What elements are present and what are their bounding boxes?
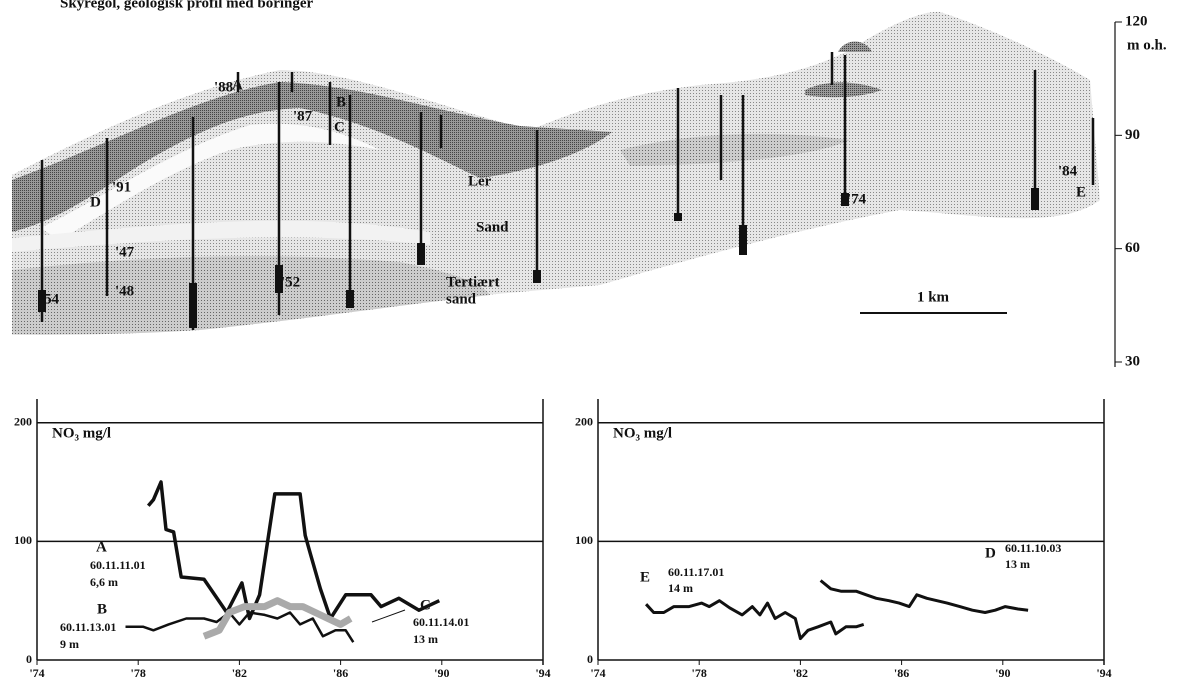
x-tick-label: '86 <box>333 666 348 680</box>
annotation: '47 <box>115 244 135 260</box>
well-depth: 6,6 m <box>90 575 118 589</box>
well-depth: 14 m <box>668 581 693 595</box>
boreholes <box>38 52 1095 330</box>
x-tick-label: '74 <box>29 666 44 680</box>
screen <box>275 265 283 293</box>
screen <box>533 270 541 283</box>
y-axis-label: NO₃ mg/l <box>52 425 111 441</box>
screen <box>38 290 46 312</box>
y-tick-label: 200 <box>575 414 593 428</box>
screen <box>189 283 197 328</box>
y-tick-label: 0 <box>26 652 32 666</box>
annotation: '74 <box>847 191 867 207</box>
screen <box>674 213 682 221</box>
series-label: B <box>97 601 107 617</box>
annotation: C <box>334 119 345 135</box>
screen <box>346 290 354 308</box>
series-line <box>644 599 865 641</box>
well-id: 60.11.13.01 <box>60 620 116 634</box>
screen <box>841 193 849 206</box>
x-tick-label: '90 <box>995 666 1010 680</box>
x-tick-label: '78 <box>131 666 146 680</box>
x-tick-label: '86 <box>894 666 909 680</box>
y-axis-label: NO₃ mg/l <box>613 425 672 441</box>
y-tick-label: 90 <box>1125 127 1140 143</box>
series-line <box>819 579 1029 614</box>
screen <box>739 225 747 255</box>
series-label: A <box>96 539 107 555</box>
annotation: '91 <box>112 179 131 195</box>
annotation: '48 <box>115 283 134 299</box>
well-id: 60.11.11.01 <box>90 558 146 572</box>
series-line <box>125 611 355 643</box>
y-tick-label: 200 <box>14 414 32 428</box>
annotation: E <box>1076 184 1086 200</box>
annotation: Ler <box>468 173 492 189</box>
well-depth: 13 m <box>1005 557 1030 571</box>
series-label: D <box>985 545 996 561</box>
series-line <box>146 480 441 621</box>
y-tick-label: 100 <box>14 533 32 547</box>
y-tick-label: 100 <box>575 533 593 547</box>
annotation: D <box>90 194 101 210</box>
x-tick-label: '82 <box>793 666 808 680</box>
y-tick-label: 60 <box>1125 240 1140 256</box>
x-tick-label: '94 <box>535 666 550 680</box>
x-tick-label: '90 <box>434 666 449 680</box>
screen <box>417 243 425 265</box>
annotation: '88 <box>214 79 233 95</box>
x-tick-label: '78 <box>692 666 707 680</box>
annotation: '52 <box>281 274 300 290</box>
y-tick-label: 120 <box>1125 13 1148 29</box>
series-line <box>202 597 353 640</box>
y-tick-label: 30 <box>1125 353 1140 369</box>
well-depth: 9 m <box>60 637 79 651</box>
well-id: 60.11.17.01 <box>668 565 724 579</box>
annotation: Tertiært <box>446 274 500 290</box>
well-depth: 13 m <box>413 632 438 646</box>
leader <box>371 609 406 623</box>
annotation: '87 <box>293 108 313 124</box>
well-id: 60.11.10.03 <box>1005 541 1061 555</box>
annotation: A <box>232 77 243 93</box>
annotation: Sand <box>476 219 509 235</box>
annotation: '54 <box>40 291 60 307</box>
chart-title: Skyregol, geologisk profil med boringer <box>60 0 314 11</box>
x-tick-label: '74 <box>590 666 605 680</box>
screen <box>1031 188 1039 210</box>
series-label: E <box>640 569 650 585</box>
scale-label: 1 km <box>917 289 950 305</box>
x-tick-label: '94 <box>1096 666 1111 680</box>
annotation: '84 <box>1058 163 1078 179</box>
annotation: B <box>336 94 346 110</box>
well-id: 60.11.14.01 <box>413 615 469 629</box>
y-axis-label: m o.h. <box>1127 37 1167 53</box>
annotation: sand <box>446 291 477 307</box>
series-label: C <box>420 597 431 613</box>
y-tick-label: 0 <box>587 652 593 666</box>
geology-layers <box>12 11 1100 335</box>
x-tick-label: '82 <box>232 666 247 680</box>
